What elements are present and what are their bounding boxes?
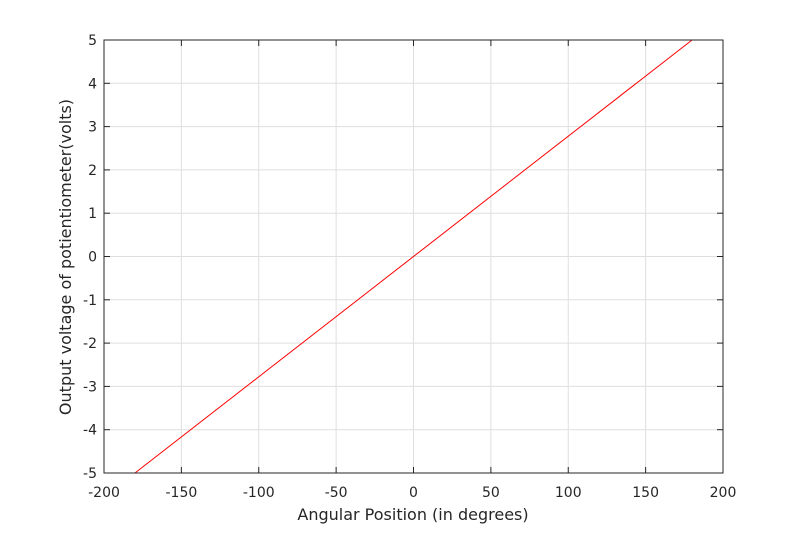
y-tick-label: -4 — [83, 423, 97, 439]
x-tick-label: -200 — [88, 485, 120, 501]
y-tick-label: 5 — [88, 33, 97, 49]
series-layer — [134, 39, 693, 474]
y-tick-labels: -5 -4 -3 -2 -1 0 1 2 3 4 5 — [83, 33, 97, 482]
y-tick-label: -3 — [83, 379, 97, 395]
x-tick-label: -50 — [325, 485, 348, 501]
series-line — [134, 39, 693, 474]
x-tick-label: 150 — [632, 485, 659, 501]
y-tick-label: 1 — [88, 206, 97, 222]
y-tick-label: 4 — [88, 76, 97, 92]
x-tick-label: -100 — [243, 485, 275, 501]
y-tick-label: -5 — [83, 466, 97, 482]
x-tick-labels: -200 -150 -100 -50 0 50 100 150 200 — [88, 485, 736, 501]
x-tick-label: 50 — [482, 485, 500, 501]
y-axis-label: Output voltage of potientiometer(volts) — [56, 99, 75, 415]
x-tick-label: 0 — [409, 485, 418, 501]
y-tick-label: 3 — [88, 120, 97, 136]
x-tick-label: 100 — [555, 485, 582, 501]
x-tick-label: 200 — [710, 485, 737, 501]
axis-ticks — [103, 39, 724, 474]
x-tick-label: -150 — [165, 485, 197, 501]
y-tick-label: -1 — [83, 293, 97, 309]
y-tick-label: 0 — [88, 250, 97, 266]
x-axis-label: Angular Position (in degrees) — [297, 505, 528, 524]
grid — [103, 39, 724, 474]
y-tick-label: -2 — [83, 336, 97, 352]
y-tick-label: 2 — [88, 163, 97, 179]
